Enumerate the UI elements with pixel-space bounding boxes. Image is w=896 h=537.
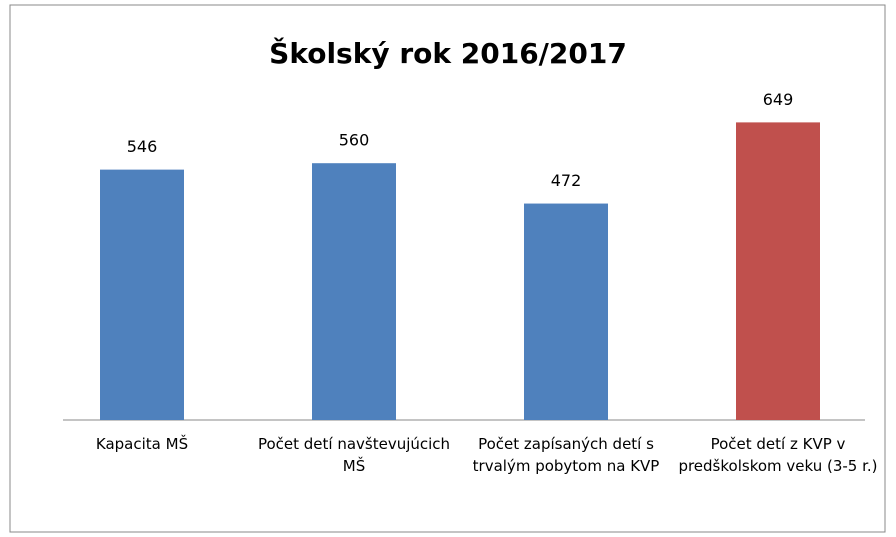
chart-title: Školský rok 2016/2017	[269, 36, 627, 70]
bar	[736, 122, 820, 420]
value-label: 560	[339, 131, 370, 150]
x-tick-label: Kapacita MŠ	[95, 435, 189, 453]
value-label: 546	[127, 137, 158, 156]
x-tick-label: Počet zapísaných detí s trvalým pobytom …	[472, 435, 660, 475]
x-tick-label: Počet detí navštevujúcich MŠ	[257, 435, 451, 475]
value-label: 649	[763, 90, 794, 109]
value-label: 472	[551, 171, 582, 190]
bar	[524, 203, 608, 420]
bar	[312, 163, 396, 420]
bar	[100, 169, 184, 420]
x-tick-label: Počet detí z KVP v predškolskom veku (3-…	[678, 435, 878, 475]
